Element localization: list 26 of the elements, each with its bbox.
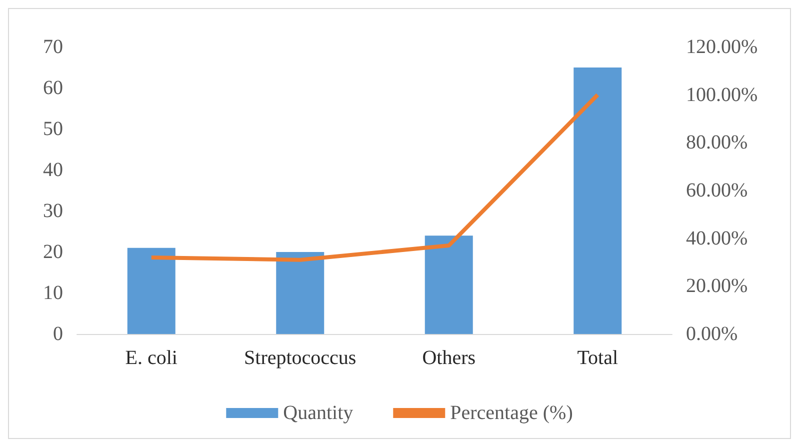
y2-tick-label: 40.00% bbox=[686, 227, 748, 250]
line-series bbox=[149, 92, 600, 262]
y-tick-label: 0 bbox=[53, 323, 63, 345]
bar bbox=[424, 236, 473, 334]
y-tick-label: 40 bbox=[43, 159, 63, 181]
y-tick-label: 50 bbox=[43, 118, 63, 140]
x-tick-label: E. coli bbox=[125, 347, 178, 369]
y-tick-label: 20 bbox=[43, 241, 63, 263]
y2-tick-label: 80.00% bbox=[686, 132, 748, 154]
legend-label: Quantity bbox=[283, 402, 354, 424]
x-tick-label: Others bbox=[422, 347, 476, 369]
legend-label: Percentage (%) bbox=[450, 402, 573, 424]
bar bbox=[276, 252, 324, 334]
y-tick-label: 30 bbox=[43, 200, 63, 222]
y-tick-label: 60 bbox=[43, 77, 63, 99]
x-tick-label: Total bbox=[577, 347, 618, 369]
y2-tick-label: 0.00% bbox=[686, 323, 738, 345]
y2-tick-label: 120.00% bbox=[686, 36, 758, 58]
bar bbox=[574, 68, 622, 334]
x-tick-label: Streptococcus bbox=[244, 347, 356, 369]
y2-tick-label: 20.00% bbox=[686, 275, 748, 298]
y2-tick-label: 60.00% bbox=[686, 180, 748, 202]
y-tick-label: 70 bbox=[43, 36, 63, 58]
y-tick-label: 10 bbox=[43, 282, 63, 304]
bar bbox=[127, 248, 176, 334]
y2-tick-label: 100.00% bbox=[686, 84, 758, 106]
